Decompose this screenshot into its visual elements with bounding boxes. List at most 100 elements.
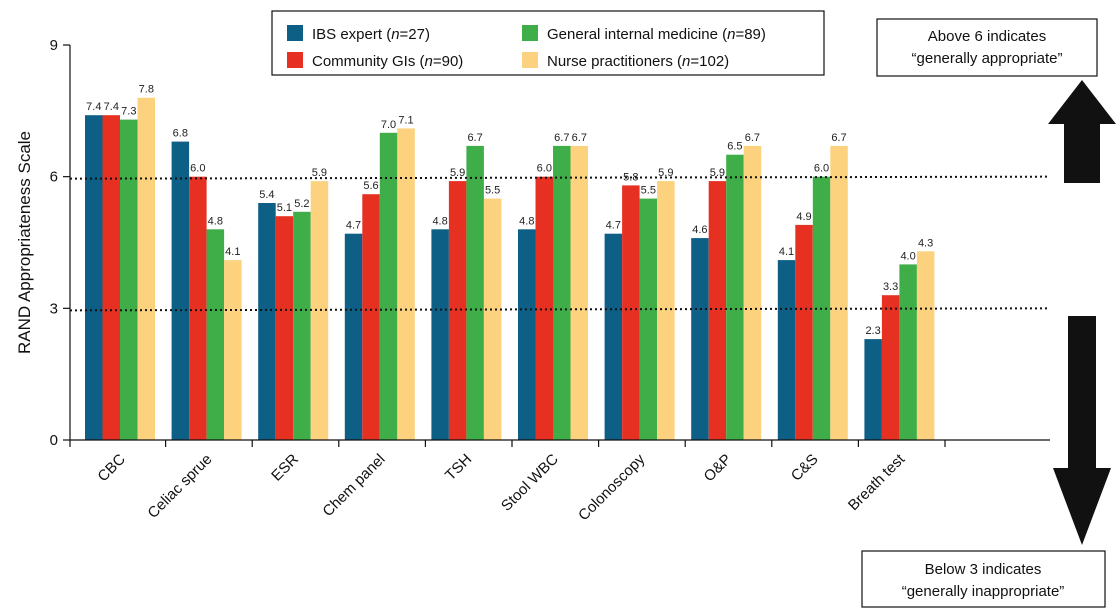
data-label: 5.5 — [641, 185, 656, 197]
reference-line — [69, 175, 1051, 180]
legend-box — [271, 10, 825, 76]
data-label: 2.3 — [865, 325, 880, 337]
arrow-up-icon — [1048, 80, 1116, 183]
x-tick-label: C&S — [788, 451, 822, 485]
data-label: 5.9 — [658, 167, 673, 179]
bar — [310, 181, 329, 440]
data-label: 6.0 — [190, 163, 205, 175]
data-label: 5.9 — [710, 167, 725, 179]
data-label: 4.7 — [346, 220, 361, 232]
bar — [379, 132, 398, 441]
bar — [864, 339, 882, 440]
bar — [448, 181, 467, 440]
legend-swatch — [522, 25, 538, 41]
y-tick-label: 0 — [50, 432, 58, 449]
bar — [604, 233, 623, 440]
bar — [293, 211, 311, 440]
x-tick-label: CBC — [94, 451, 129, 486]
legend-label: IBS expert (n=27) — [312, 26, 430, 43]
bar — [224, 260, 242, 440]
bar — [102, 115, 120, 440]
bars-layer: 7.4 7.4 7.37.86.86.04.84.15.45.1 5.25.94.75… — [85, 84, 935, 441]
data-label: 7.4 — [86, 101, 101, 113]
bar — [691, 238, 709, 440]
bar — [483, 198, 502, 440]
legend-label: Community GIs (n=90) — [312, 53, 463, 70]
bar — [535, 176, 553, 440]
data-label: 6.7 — [467, 132, 482, 144]
x-tick-label: Celiac sprue — [144, 451, 215, 522]
bar — [431, 229, 449, 440]
data-label: 4.0 — [900, 250, 915, 262]
bar — [899, 264, 917, 440]
bar — [639, 198, 658, 440]
bar — [397, 128, 415, 440]
data-label: 7.0 — [381, 119, 396, 131]
data-label: 3.3 — [883, 281, 898, 293]
x-tick-label: Chem panel — [319, 451, 388, 520]
data-label: 5.9 — [450, 167, 465, 179]
data-label: 5.9 — [312, 167, 327, 179]
below-note-text: “generally inappropriate” — [902, 583, 1065, 600]
bar — [743, 145, 762, 440]
data-label: 7.4 — [104, 101, 119, 113]
above-note-text: “generally appropriate” — [912, 50, 1063, 67]
bar — [830, 145, 848, 440]
x-tick-label: Breath test — [845, 450, 909, 514]
bar — [726, 154, 744, 440]
legend-swatch — [522, 52, 538, 68]
data-label: 5.5 — [485, 185, 500, 197]
data-label: 5.6 — [363, 180, 378, 192]
x-tick-label: Colonoscopy — [575, 450, 649, 524]
data-label: 4.7 — [606, 220, 621, 232]
y-tick-label: 9 — [50, 37, 58, 54]
bar — [466, 145, 484, 440]
data-label: 4.1 — [779, 246, 794, 258]
bar — [258, 203, 276, 440]
above-note-text: Above 6 indicates — [928, 28, 1046, 45]
x-tick-label: ESR — [268, 451, 302, 485]
bar — [171, 141, 190, 440]
data-label: 6.0 — [814, 163, 829, 175]
bar — [777, 260, 796, 440]
data-label: 7.3 — [121, 106, 136, 118]
bar — [137, 97, 155, 440]
data-label: 4.9 — [796, 211, 811, 223]
x-tick-label: Stool WBC — [498, 451, 562, 515]
bar — [657, 181, 675, 440]
bar — [881, 295, 900, 440]
legend: IBS expert (n=27) Community GIs (n=90) Gen… — [271, 10, 825, 76]
legend-label: Nurse practitioners (n=102) — [547, 53, 729, 70]
bar — [570, 145, 588, 440]
bar — [344, 233, 363, 440]
arrow-down-icon — [1053, 316, 1111, 545]
data-label: 4.8 — [208, 215, 223, 227]
bar — [85, 115, 103, 440]
annotations: Above 6 indicates “generally appropriate”… — [861, 18, 1116, 608]
bar — [795, 224, 813, 440]
reference-lines — [69, 175, 1051, 312]
data-label: 5.2 — [294, 198, 309, 210]
bar — [275, 216, 294, 440]
bar — [518, 229, 536, 440]
x-tick-label: TSH — [442, 451, 475, 484]
data-label: 6.7 — [745, 132, 760, 144]
bar — [622, 185, 640, 440]
data-label: 4.8 — [432, 215, 447, 227]
data-label: 6.0 — [537, 163, 552, 175]
data-label: 7.8 — [139, 84, 154, 96]
data-label: 7.1 — [398, 114, 413, 126]
data-label: 5.1 — [277, 202, 292, 214]
data-label: 6.7 — [572, 132, 587, 144]
data-label: 6.7 — [554, 132, 569, 144]
below-note-text: Below 3 indicates — [925, 561, 1042, 578]
data-label: 5.4 — [259, 189, 274, 201]
data-label: 4.3 — [918, 237, 933, 249]
bar — [362, 194, 380, 440]
bar — [120, 119, 138, 440]
data-label: 6.8 — [173, 128, 188, 140]
data-label: 6.5 — [727, 141, 742, 153]
bar — [708, 181, 727, 440]
data-label: 4.8 — [519, 215, 534, 227]
